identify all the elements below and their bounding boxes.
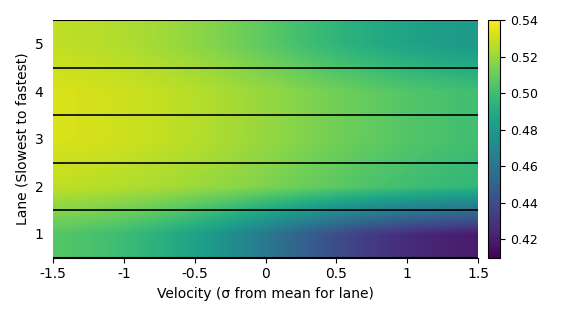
Y-axis label: Lane (Slowest to fastest): Lane (Slowest to fastest) — [15, 52, 29, 225]
X-axis label: Velocity (σ from mean for lane): Velocity (σ from mean for lane) — [157, 287, 374, 301]
